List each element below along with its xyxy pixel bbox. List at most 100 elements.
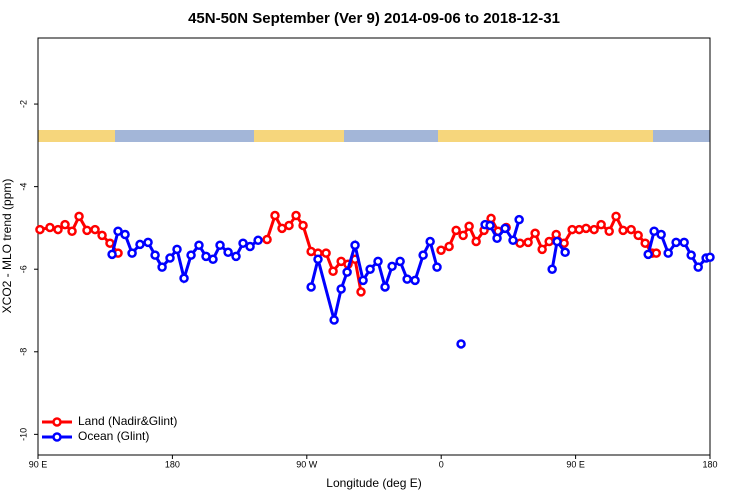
point bbox=[245, 241, 255, 252]
point bbox=[410, 275, 420, 286]
point bbox=[626, 224, 636, 235]
point bbox=[356, 287, 366, 297]
point bbox=[194, 240, 204, 251]
point bbox=[380, 282, 390, 292]
point bbox=[514, 214, 524, 225]
point bbox=[705, 252, 715, 262]
point bbox=[238, 238, 248, 248]
point bbox=[679, 237, 689, 248]
x-tick-label: 180 bbox=[165, 459, 180, 469]
point bbox=[358, 275, 368, 286]
legend-label: Land (Nadir&Glint) bbox=[78, 414, 177, 428]
point bbox=[560, 247, 570, 258]
point bbox=[262, 234, 272, 245]
y-tick-label: -8 bbox=[18, 348, 28, 356]
point bbox=[537, 244, 547, 255]
point bbox=[395, 256, 405, 267]
point bbox=[686, 250, 696, 260]
point bbox=[90, 224, 100, 235]
point bbox=[663, 248, 673, 258]
point bbox=[485, 220, 495, 231]
point bbox=[581, 223, 591, 234]
point bbox=[451, 225, 461, 236]
point bbox=[456, 339, 466, 349]
point bbox=[328, 266, 338, 277]
y-tick-label: -4 bbox=[18, 183, 28, 191]
point bbox=[444, 241, 454, 252]
point bbox=[633, 230, 643, 241]
point bbox=[618, 225, 628, 236]
point bbox=[464, 221, 474, 232]
point bbox=[365, 264, 375, 274]
point bbox=[53, 224, 63, 235]
point bbox=[471, 236, 481, 247]
point bbox=[508, 235, 518, 246]
point bbox=[231, 251, 241, 262]
point bbox=[127, 248, 137, 258]
point bbox=[611, 211, 621, 222]
point bbox=[651, 248, 661, 258]
point bbox=[693, 262, 703, 272]
point bbox=[82, 225, 92, 236]
point bbox=[589, 224, 599, 235]
point bbox=[172, 244, 182, 255]
point bbox=[143, 237, 153, 248]
point bbox=[425, 236, 435, 247]
point bbox=[67, 226, 77, 236]
x-axis-label: Longitude (deg E) bbox=[326, 476, 421, 490]
point bbox=[436, 245, 446, 255]
point bbox=[113, 226, 123, 236]
point bbox=[336, 284, 346, 294]
chart-title: 45N-50N September (Ver 9) 2014-09-06 to … bbox=[188, 10, 560, 27]
point bbox=[291, 210, 301, 221]
point bbox=[643, 249, 653, 260]
point bbox=[120, 229, 130, 240]
point bbox=[60, 219, 70, 230]
plot-frame bbox=[37, 37, 711, 456]
point bbox=[157, 262, 167, 272]
point bbox=[165, 253, 175, 263]
x-tick-label: 90 E bbox=[566, 459, 585, 469]
point bbox=[656, 229, 666, 240]
point bbox=[179, 273, 189, 284]
point bbox=[547, 264, 557, 274]
point bbox=[150, 250, 160, 260]
point bbox=[432, 262, 442, 272]
x-tick-label: 90 E bbox=[29, 459, 48, 469]
point bbox=[35, 224, 45, 235]
point bbox=[306, 282, 316, 292]
point bbox=[492, 233, 502, 243]
point bbox=[458, 230, 468, 241]
y-tick-label: -2 bbox=[18, 100, 28, 108]
point bbox=[387, 261, 397, 272]
legend-marker bbox=[52, 432, 62, 442]
point bbox=[418, 250, 428, 260]
y-axis-label: XCO2 - MLO trend (ppm) bbox=[0, 179, 14, 314]
point bbox=[373, 256, 383, 267]
point bbox=[342, 267, 352, 277]
point bbox=[530, 228, 540, 239]
legend-marker bbox=[52, 417, 62, 427]
point bbox=[552, 236, 562, 247]
point bbox=[523, 237, 533, 248]
point bbox=[544, 236, 554, 247]
point bbox=[671, 237, 681, 248]
point bbox=[74, 211, 84, 222]
point bbox=[329, 315, 339, 325]
point bbox=[107, 249, 117, 260]
point bbox=[313, 254, 323, 265]
point bbox=[45, 222, 55, 233]
x-tick-label: 180 bbox=[702, 459, 717, 469]
x-tick-label: 0 bbox=[439, 459, 444, 469]
point bbox=[649, 226, 659, 236]
point bbox=[135, 239, 145, 250]
y-tick-label: -10 bbox=[18, 428, 28, 441]
point bbox=[105, 238, 115, 248]
land-ocean-strip bbox=[38, 130, 710, 142]
point bbox=[208, 254, 218, 265]
point bbox=[298, 220, 308, 231]
point bbox=[640, 238, 650, 248]
series-line bbox=[110, 219, 711, 321]
point bbox=[97, 230, 107, 241]
